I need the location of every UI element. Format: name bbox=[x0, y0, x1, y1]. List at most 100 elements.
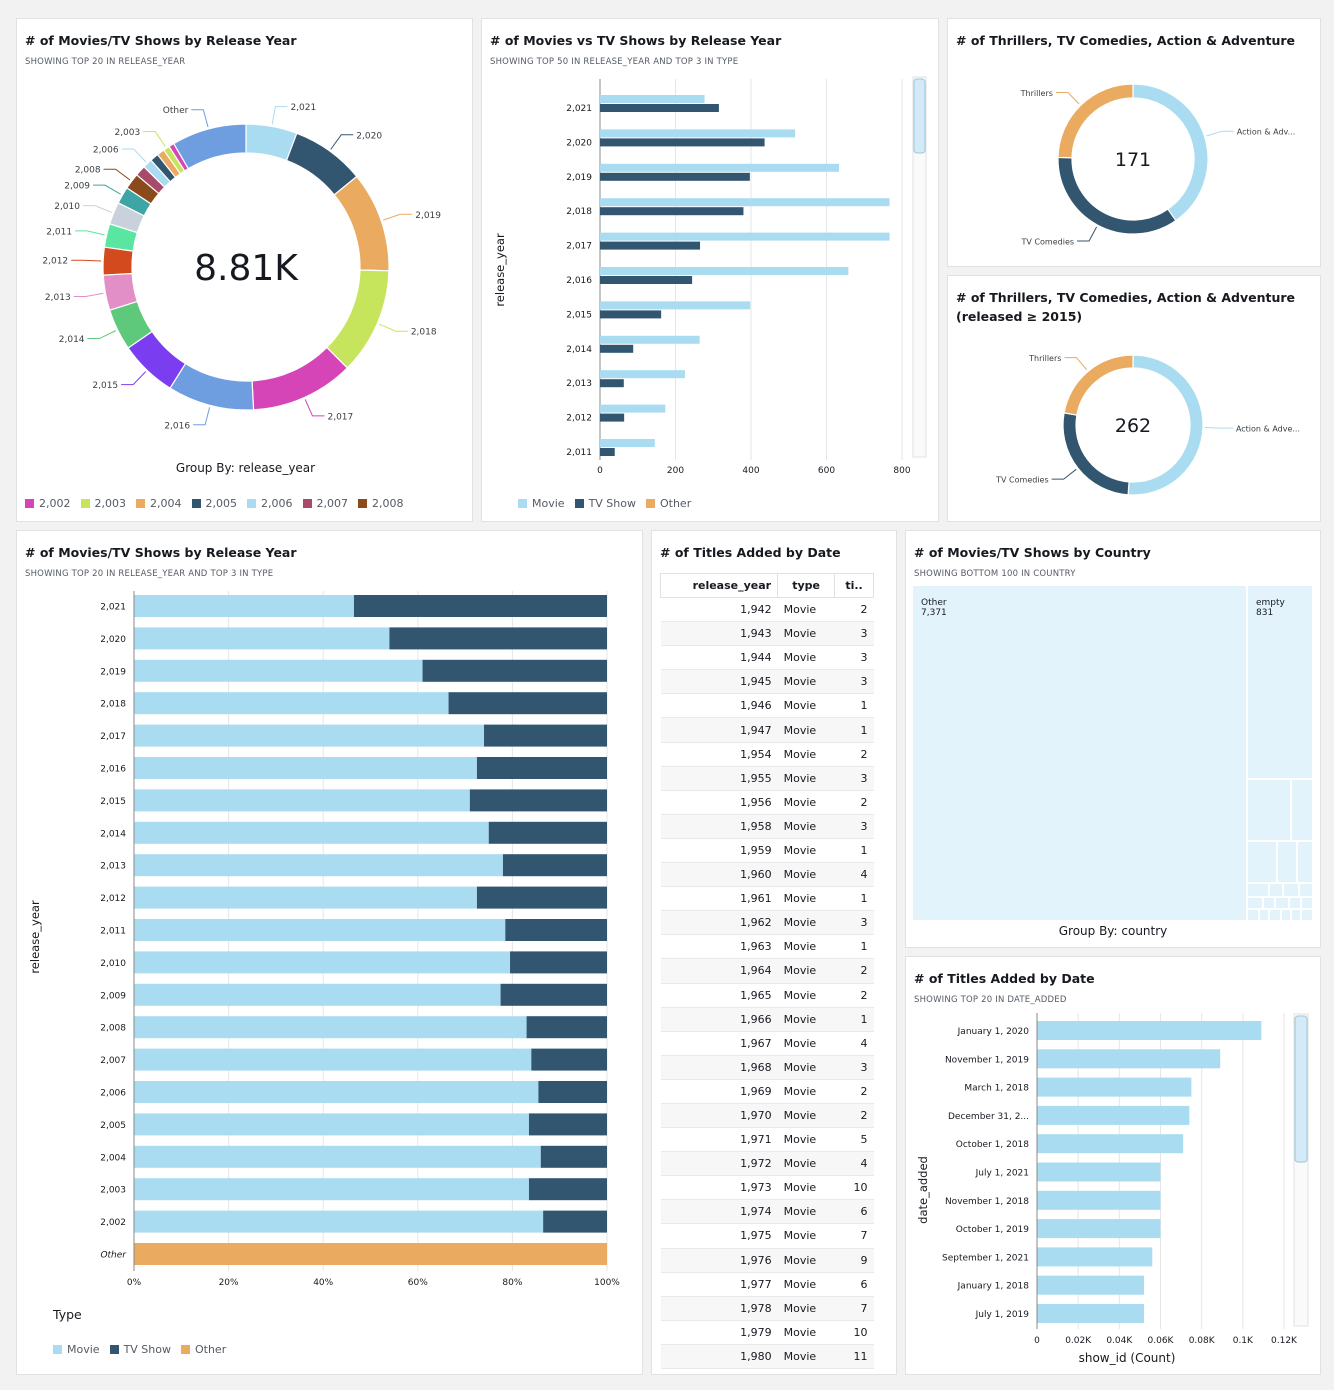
table-row[interactable]: 1,960 Movie 4 bbox=[660, 862, 874, 888]
legend-item[interactable]: Movie bbox=[53, 1343, 100, 1356]
table-row[interactable]: 1,965 Movie 2 bbox=[660, 983, 874, 1008]
treemap-cell[interactable] bbox=[1290, 898, 1300, 908]
treemap-cell[interactable] bbox=[1302, 898, 1312, 908]
bar-movie[interactable] bbox=[134, 757, 477, 779]
treemap-cell[interactable] bbox=[1282, 910, 1290, 920]
table-row[interactable]: 1,969 Movie 2 bbox=[660, 1079, 874, 1104]
titles-table[interactable]: release_year type ti.. 1,942 Movie 2 1,943 Mov… bbox=[659, 573, 874, 1370]
legend-item[interactable]: 2,008 bbox=[358, 497, 404, 510]
table-row[interactable]: 1,954 Movie 2 bbox=[660, 742, 874, 767]
donut-slice[interactable] bbox=[325, 269, 390, 369]
bar-movie[interactable] bbox=[134, 951, 511, 974]
table-row[interactable]: 1,973 Movie 10 bbox=[660, 1175, 874, 1201]
bar-movie[interactable] bbox=[134, 595, 354, 617]
table-row[interactable]: 1,980 Movie 11 bbox=[660, 1344, 874, 1370]
donut-slice[interactable] bbox=[102, 246, 134, 276]
donut-slice[interactable] bbox=[251, 346, 349, 411]
treemap-cell[interactable] bbox=[1248, 910, 1258, 920]
bar-tvshow[interactable] bbox=[488, 821, 607, 844]
table-row[interactable]: 1,959 Movie 1 bbox=[660, 838, 874, 864]
bar-movie[interactable] bbox=[600, 335, 700, 344]
table-row[interactable]: 1,979 Movie 10 bbox=[660, 1320, 874, 1345]
legend-item[interactable]: Movie bbox=[518, 497, 565, 510]
treemap-cell[interactable] bbox=[1270, 884, 1282, 896]
table-row[interactable]: 1,946 Movie 1 bbox=[660, 693, 874, 719]
stacked-percent-bar-chart[interactable]: 0% 20% 40% 60% 80% 100% 2,021 2,020 2,019 2,018 2,… bbox=[17, 587, 642, 1297]
treemap-cell[interactable] bbox=[1248, 780, 1290, 840]
treemap-cell-empty[interactable] bbox=[1248, 586, 1312, 778]
bar-movie[interactable] bbox=[600, 95, 705, 103]
bar-movie[interactable] bbox=[134, 1081, 539, 1103]
bar-tvshow[interactable] bbox=[505, 919, 607, 941]
treemap-cell[interactable] bbox=[1302, 910, 1312, 920]
bar-movie[interactable] bbox=[134, 1145, 541, 1168]
treemap-cell[interactable] bbox=[1248, 898, 1262, 908]
bar-tvshow[interactable] bbox=[600, 310, 662, 319]
bar-movie[interactable] bbox=[600, 232, 890, 241]
bar[interactable] bbox=[1037, 1275, 1145, 1295]
scrollbar-track[interactable] bbox=[912, 76, 927, 458]
bar-tvshow[interactable] bbox=[510, 951, 607, 974]
bar-tvshow[interactable] bbox=[538, 1081, 607, 1103]
table-row[interactable]: 1,968 Movie 3 bbox=[660, 1055, 874, 1080]
bar-tvshow[interactable] bbox=[600, 138, 765, 147]
bar-movie[interactable] bbox=[134, 919, 506, 941]
bar-movie[interactable] bbox=[134, 854, 503, 877]
bar[interactable] bbox=[1037, 1219, 1161, 1239]
scrollbar-thumb[interactable] bbox=[1294, 1015, 1308, 1163]
genres-donut-2015-chart[interactable]: Action & Adve... TV Comedies Thrillers 262 bbox=[948, 331, 1320, 521]
table-row[interactable]: 1,970 Movie 2 bbox=[660, 1103, 874, 1129]
treemap-cell[interactable] bbox=[1292, 910, 1300, 920]
legend-item[interactable]: 2,004 bbox=[136, 497, 182, 510]
bar-tvshow[interactable] bbox=[600, 413, 625, 422]
bar-movie[interactable] bbox=[600, 163, 839, 172]
table-row[interactable]: 1,974 Movie 6 bbox=[660, 1199, 874, 1225]
bar[interactable] bbox=[1037, 1247, 1153, 1267]
table-row[interactable]: 1,945 Movie 3 bbox=[660, 669, 874, 695]
bar-movie[interactable] bbox=[134, 659, 423, 682]
bar[interactable] bbox=[1037, 1162, 1161, 1182]
bar-tvshow[interactable] bbox=[389, 627, 607, 650]
table-row[interactable]: 1,977 Movie 6 bbox=[660, 1272, 874, 1297]
table-row[interactable]: 1,944 Movie 3 bbox=[660, 645, 874, 671]
bar[interactable] bbox=[1037, 1105, 1190, 1125]
treemap-cell[interactable] bbox=[1260, 910, 1268, 920]
bar-movie[interactable] bbox=[600, 267, 849, 275]
scrollbar-thumb[interactable] bbox=[913, 78, 926, 154]
legend-item[interactable]: 2,005 bbox=[191, 497, 237, 510]
table-row[interactable]: 1,955 Movie 3 bbox=[660, 766, 874, 791]
treemap-cell[interactable] bbox=[1292, 780, 1312, 840]
treemap-cell[interactable] bbox=[1264, 898, 1274, 908]
donut-slice[interactable] bbox=[1063, 354, 1134, 416]
movies-vs-tv-bar-chart[interactable]: 0 200 400 600 800 2,021 2,020 2,019 2,018 2,017 2,… bbox=[482, 75, 938, 495]
bar-movie[interactable] bbox=[134, 627, 390, 650]
bar-movie[interactable] bbox=[134, 983, 501, 1006]
bar-movie[interactable] bbox=[134, 1113, 529, 1136]
column-header[interactable]: release_year bbox=[659, 573, 779, 598]
table-row[interactable]: 1,958 Movie 3 bbox=[660, 814, 874, 839]
bar-tvshow[interactable] bbox=[528, 1113, 607, 1136]
legend-item[interactable]: 2,006 bbox=[247, 497, 293, 510]
table-row[interactable]: 1,962 Movie 3 bbox=[660, 910, 874, 936]
legend-item[interactable]: 2,007 bbox=[302, 497, 348, 510]
bar-tvshow[interactable] bbox=[600, 172, 750, 181]
bar-tvshow[interactable] bbox=[502, 854, 607, 877]
table-row[interactable]: 1,976 Movie 9 bbox=[660, 1248, 874, 1273]
table-row[interactable]: 1,971 Movie 5 bbox=[660, 1127, 874, 1153]
table-row[interactable]: 1,943 Movie 3 bbox=[660, 621, 874, 647]
bar-tvshow[interactable] bbox=[422, 659, 607, 682]
legend-item[interactable]: TV Show bbox=[109, 1343, 171, 1356]
bar[interactable] bbox=[1037, 1134, 1184, 1154]
bar-tvshow[interactable] bbox=[540, 1145, 607, 1168]
table-row[interactable]: 1,947 Movie 1 bbox=[660, 717, 874, 743]
column-header[interactable]: type bbox=[777, 573, 836, 598]
bar-tvshow[interactable] bbox=[476, 886, 607, 909]
bar-movie[interactable] bbox=[134, 821, 489, 844]
bar-movie[interactable] bbox=[134, 724, 485, 747]
bar-tvshow[interactable] bbox=[531, 1048, 607, 1071]
legend-item[interactable]: Other bbox=[645, 497, 691, 510]
table-row[interactable]: 1,975 Movie 7 bbox=[660, 1223, 874, 1249]
bar-movie[interactable] bbox=[600, 301, 751, 310]
bar-tvshow[interactable] bbox=[600, 344, 634, 353]
legend-item[interactable]: 2,002 bbox=[25, 497, 71, 510]
